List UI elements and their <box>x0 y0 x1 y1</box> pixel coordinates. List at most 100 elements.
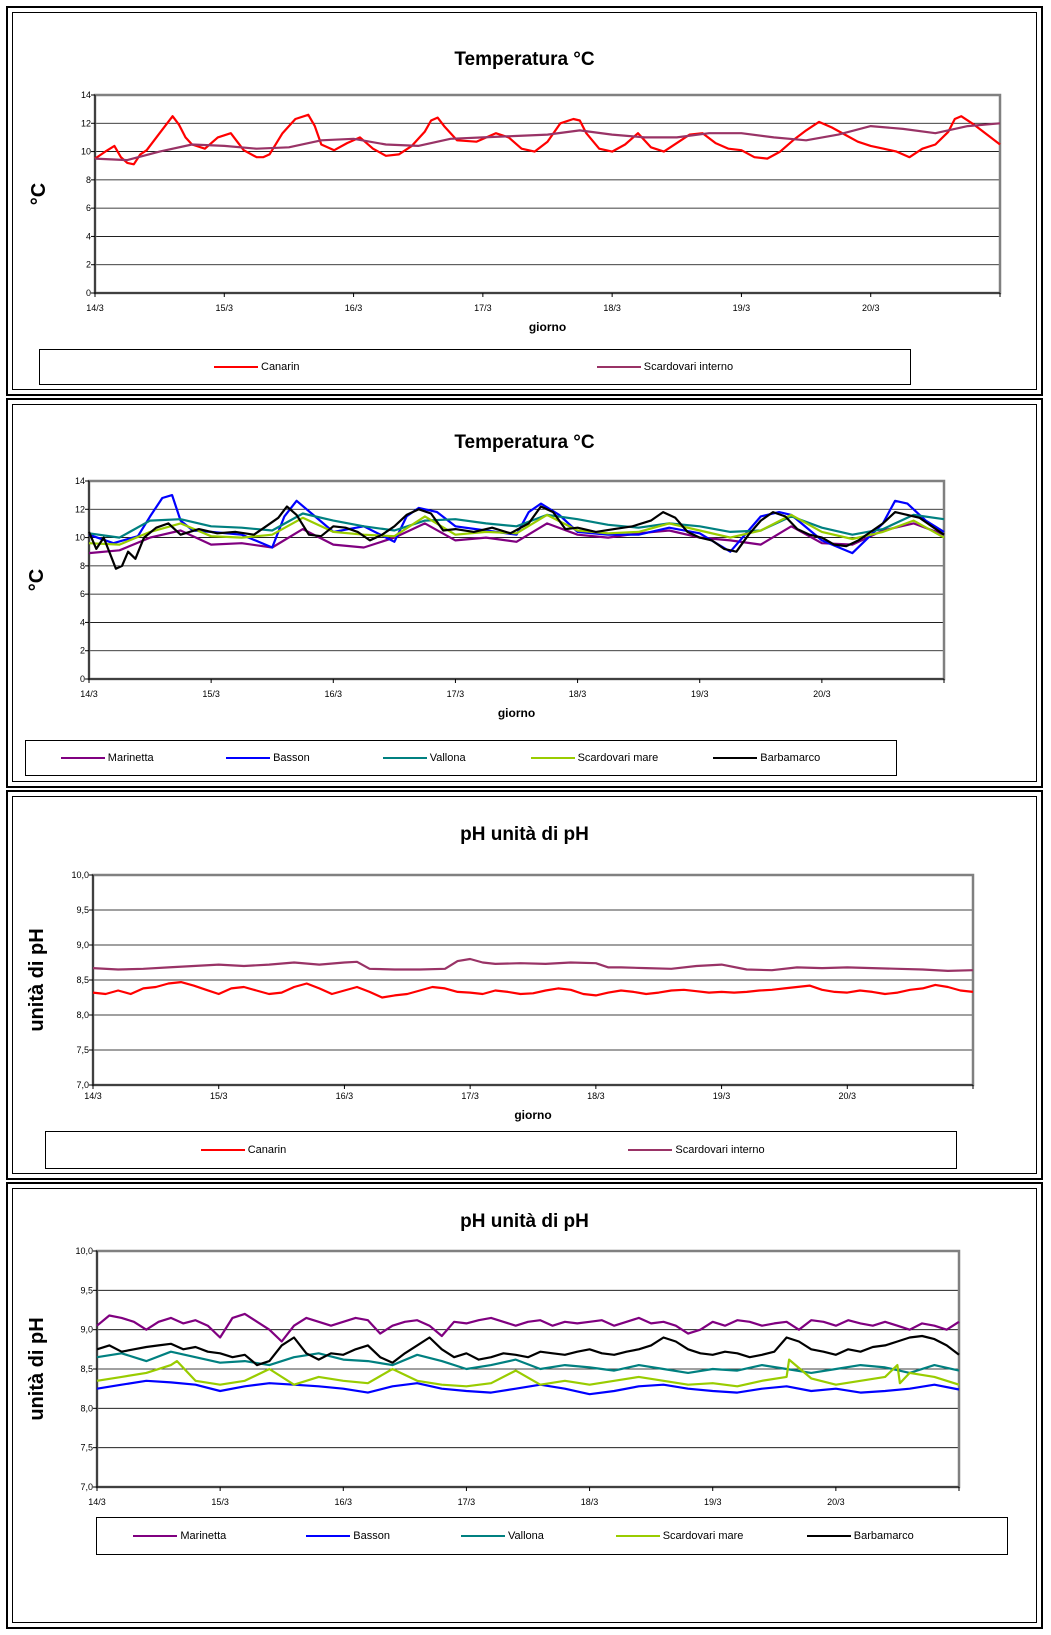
y-tick-label: 6 <box>86 203 91 213</box>
legend-swatch <box>200 1149 245 1151</box>
x-axis-label: giorno <box>498 706 535 720</box>
legend-label: Barbamarco <box>760 752 821 764</box>
chart-2-plot: 0 2 4 6 8 10 12 14 14/3 15/3 16/3 17/3 18/3 19/3 20/3 °… <box>26 476 946 720</box>
legend-swatch <box>60 757 105 759</box>
series-line-marinetta <box>96 1312 960 1343</box>
x-tick-label: 20/3 <box>827 1497 845 1507</box>
chart-2-title: Temperatura °C <box>454 432 595 453</box>
legend-label: Canarin <box>247 1144 287 1156</box>
series-line-canarin <box>94 113 1001 166</box>
x-tick-label: 19/3 <box>733 303 751 313</box>
series-line-barbamarco <box>96 1334 960 1367</box>
legend-item: Marinetta <box>133 1530 226 1542</box>
y-tick-label: 6 <box>80 589 85 599</box>
y-axis-label: unità di pH <box>26 1317 48 1420</box>
x-axis-label: giorno <box>514 1108 551 1122</box>
y-tick-label: 8,0 <box>80 1403 93 1413</box>
legend-item: Canarin <box>214 361 300 373</box>
y-tick-label: 2 <box>80 646 85 656</box>
legend-item: Basson <box>226 752 310 764</box>
y-tick-label: 8,5 <box>80 1364 93 1374</box>
x-tick-label: 20/3 <box>839 1091 857 1101</box>
legend-swatch <box>214 366 258 368</box>
legend-swatch <box>628 1149 673 1151</box>
legend-label: Vallona <box>508 1530 544 1542</box>
legend-label: Vallona <box>429 752 466 764</box>
x-tick-label: 14/3 <box>84 1091 102 1101</box>
x-tick-label: 20/3 <box>862 303 880 313</box>
series-line-basson <box>96 1379 960 1396</box>
x-tick-label: 15/3 <box>210 1091 228 1101</box>
chart-4-frame: pH unità di pH 7,0 7,5 8,0 8,5 9,0 9,5 10,0 14/… <box>6 1182 1043 1629</box>
chart-2-area: Temperatura °C 0 2 4 6 8 10 12 14 14/3 15/3 16/3 17… <box>12 404 1037 782</box>
legend-item: Scardovari mare <box>615 1530 744 1542</box>
chart-4-plot: 7,0 7,5 8,0 8,5 9,0 9,5 10,0 14/3 15/3 16/3 17/3 18… <box>26 1246 961 1507</box>
y-tick-label: 7,0 <box>76 1080 89 1090</box>
series-line-barbamarco <box>87 505 945 570</box>
x-tick-label: 17/3 <box>447 689 465 699</box>
legend-swatch <box>306 1535 351 1537</box>
x-tick-label: 15/3 <box>216 303 234 313</box>
x-tick-label: 16/3 <box>336 1091 354 1101</box>
y-tick-label: 9,5 <box>80 1285 93 1295</box>
chart-2-frame: Temperatura °C 0 2 4 6 8 10 12 14 14/3 15/3 16/3 17… <box>6 398 1043 788</box>
chart-3-title: pH unità di pH <box>460 824 589 845</box>
y-tick-label: 9,5 <box>76 905 89 915</box>
legend-swatch <box>615 1535 660 1537</box>
legend-item: Barbamarco <box>713 752 820 764</box>
x-tick-label: 15/3 <box>211 1497 229 1507</box>
x-tick-label: 19/3 <box>691 689 709 699</box>
y-tick-label: 8,0 <box>76 1010 89 1020</box>
x-tick-label: 18/3 <box>569 689 587 699</box>
chart-3-plot: 7,0 7,5 8,0 8,5 9,0 9,5 10,0 14/3 15/3 16/3 17/3 18… <box>26 870 975 1122</box>
y-tick-label: 7,5 <box>76 1045 89 1055</box>
legend-item: Canarin <box>200 1144 287 1156</box>
legend-label: Marinetta <box>180 1530 227 1542</box>
legend-swatch <box>461 1535 505 1537</box>
legend-swatch <box>530 757 575 759</box>
x-tick-label: 19/3 <box>704 1497 722 1507</box>
x-tick-label: 14/3 <box>80 689 98 699</box>
x-tick-label: 17/3 <box>458 1497 476 1507</box>
chart-4-area: pH unità di pH 7,0 7,5 8,0 8,5 9,0 9,5 10,0 14/… <box>12 1188 1037 1623</box>
legend-item: Basson <box>306 1530 390 1542</box>
series-line-scardovari-interno <box>92 957 974 972</box>
y-tick-label: 4 <box>80 617 85 627</box>
series-line-scardovari-mare <box>88 513 945 546</box>
y-tick-label: 4 <box>86 231 91 241</box>
chart-1-area: Temperatura °C 0 2 4 6 8 10 12 14 14/3 15/3 16/3 17… <box>12 12 1037 390</box>
chart-2-legend: Marinetta Basson Vallona Scardovari mare Bar… <box>25 740 897 776</box>
y-tick-label: 10,0 <box>71 870 89 880</box>
legend-label: Scardovari interno <box>675 1144 765 1156</box>
y-tick-label: 14 <box>75 476 85 486</box>
legend-item: Scardovari interno <box>596 361 734 373</box>
y-tick-label: 7,5 <box>80 1443 93 1453</box>
x-axis-label: giorno <box>529 320 566 334</box>
series-line-scardovari-interno <box>94 122 1001 162</box>
y-tick-label: 8,5 <box>76 975 89 985</box>
legend-swatch <box>226 757 271 759</box>
legend-label: Scardovari mare <box>662 1530 744 1542</box>
chart-3-legend: Canarin Scardovari interno <box>45 1131 957 1169</box>
legend-label: Basson <box>273 752 310 764</box>
legend-item: Scardovari interno <box>628 1144 765 1156</box>
plot-border <box>93 93 1002 295</box>
legend-swatch <box>382 757 427 759</box>
x-tick-label: 18/3 <box>587 1091 605 1101</box>
chart-1-title: Temperatura °C <box>454 49 595 70</box>
y-tick-label: 10,0 <box>75 1246 93 1256</box>
plot-border <box>87 479 946 681</box>
legend-item: Vallona <box>382 752 466 764</box>
x-tick-label: 19/3 <box>713 1091 731 1101</box>
y-tick-label: 2 <box>86 260 91 270</box>
x-tick-label: 16/3 <box>345 303 363 313</box>
legend-label: Scardovari interno <box>643 361 734 373</box>
legend-label: Scardovari mare <box>577 752 659 764</box>
y-tick-label: 0 <box>86 288 91 298</box>
legend-swatch <box>133 1535 178 1537</box>
chart-1-frame: Temperatura °C 0 2 4 6 8 10 12 14 14/3 15/3 16/3 17… <box>6 6 1043 396</box>
chart-1-plot: 0 2 4 6 8 10 12 14 14/3 15/3 16/3 17/3 18/3 19/3 20/3 °… <box>28 90 1002 334</box>
y-tick-label: 8 <box>80 561 85 571</box>
legend-item: Vallona <box>461 1530 544 1542</box>
legend-item: Marinetta <box>60 752 154 764</box>
